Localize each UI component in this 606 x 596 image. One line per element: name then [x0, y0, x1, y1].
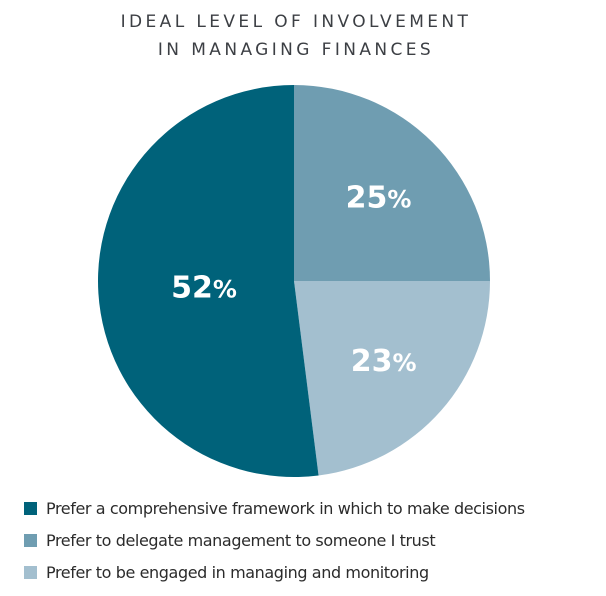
legend-item-framework: Prefer a comprehensive framework in whic…: [24, 492, 525, 524]
legend-label-engaged: Prefer to be engaged in managing and mon…: [46, 562, 429, 582]
chart-title-line-1: IDEAL LEVEL OF INVOLVEMENT: [120, 12, 472, 32]
pie-slice-0: [294, 85, 490, 281]
chart-title: IDEAL LEVEL OF INVOLVEMENT IN MANAGING F…: [0, 8, 592, 64]
pie-slice-2: [98, 85, 319, 477]
chart-title-line-2: IN MANAGING FINANCES: [157, 40, 435, 60]
legend-swatch-engaged: [24, 565, 37, 579]
legend-swatch-framework: [24, 501, 37, 515]
pie-label-0: 25%: [346, 180, 412, 215]
pie-label-1: 23%: [351, 344, 417, 379]
pie-chart: 25% 23% 52%: [98, 85, 490, 477]
legend-item-engaged: Prefer to be engaged in managing and mon…: [24, 556, 525, 588]
legend: Prefer a comprehensive framework in whic…: [24, 492, 525, 588]
legend-label-framework: Prefer a comprehensive framework in whic…: [46, 498, 525, 518]
pie-slice-1: [294, 281, 490, 476]
legend-label-delegate: Prefer to delegate management to someone…: [46, 530, 436, 550]
pie-label-2: 52%: [171, 271, 237, 306]
legend-swatch-delegate: [24, 533, 37, 547]
legend-item-delegate: Prefer to delegate management to someone…: [24, 524, 525, 556]
